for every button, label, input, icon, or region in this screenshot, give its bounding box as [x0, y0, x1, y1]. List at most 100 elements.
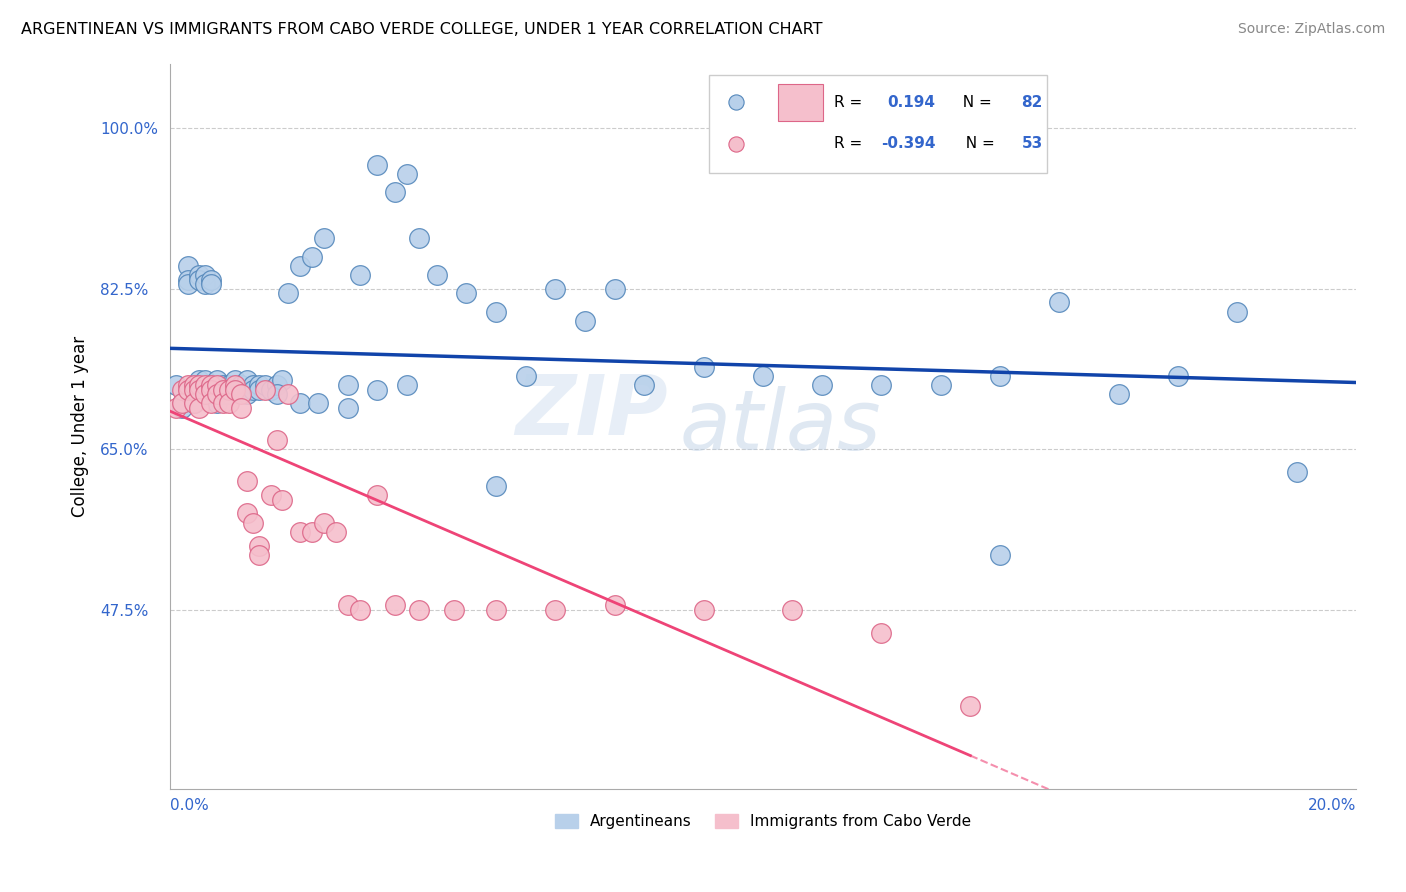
Point [603, 282, 626, 296]
Point [290, 524, 312, 539]
Point [212, 387, 235, 401]
Point [183, 378, 205, 392]
Point [165, 401, 187, 415]
Point [271, 492, 294, 507]
Point [290, 396, 312, 410]
Point [266, 387, 288, 401]
Legend: Argentineans, Immigrants from Cabo Verde: Argentineans, Immigrants from Cabo Verde [548, 808, 977, 835]
Point [692, 603, 714, 617]
Point [544, 603, 567, 617]
Point [236, 374, 259, 388]
Text: 53: 53 [1021, 136, 1043, 152]
Point [366, 488, 388, 502]
Point [271, 374, 294, 388]
Point [312, 231, 335, 245]
Point [1285, 465, 1308, 479]
Point [176, 378, 198, 392]
Point [1167, 368, 1189, 383]
Point [988, 368, 1011, 383]
Text: Source: ZipAtlas.com: Source: ZipAtlas.com [1237, 22, 1385, 37]
Point [183, 383, 205, 397]
Point [782, 603, 804, 617]
Point [218, 383, 240, 397]
Point [395, 167, 418, 181]
Point [229, 387, 252, 401]
Point [1226, 304, 1249, 318]
Point [176, 259, 198, 273]
Point [443, 603, 465, 617]
Point [194, 387, 217, 401]
Point [633, 378, 655, 392]
Point [194, 268, 217, 282]
Point [485, 603, 508, 617]
Point [212, 383, 235, 397]
Point [408, 231, 430, 245]
Point [870, 378, 893, 392]
Point [229, 383, 252, 397]
Point [603, 598, 626, 612]
Text: N =: N = [956, 136, 1000, 152]
Text: ZIP: ZIP [516, 371, 668, 452]
Point [200, 272, 222, 286]
Point [188, 374, 211, 388]
Point [544, 282, 567, 296]
Point [277, 286, 299, 301]
Point [236, 507, 259, 521]
Text: R =: R = [834, 136, 868, 152]
Point [426, 268, 449, 282]
Point [408, 603, 430, 617]
Point [515, 368, 537, 383]
Point [384, 186, 406, 200]
Point [242, 383, 264, 397]
Point [366, 383, 388, 397]
Point [247, 383, 270, 397]
Point [200, 378, 222, 392]
Point [224, 378, 246, 392]
Point [236, 475, 259, 489]
FancyBboxPatch shape [710, 75, 1047, 173]
Point [242, 378, 264, 392]
Point [207, 396, 229, 410]
Text: N =: N = [953, 95, 997, 110]
Point [988, 548, 1011, 562]
Point [266, 378, 288, 392]
Point [194, 277, 217, 292]
Point [207, 387, 229, 401]
Point [218, 396, 240, 410]
Point [170, 383, 193, 397]
Point [366, 158, 388, 172]
Point [325, 524, 347, 539]
Text: atlas: atlas [679, 386, 882, 467]
Point [242, 516, 264, 530]
Point [229, 378, 252, 392]
Point [259, 383, 281, 397]
Point [253, 383, 276, 397]
Point [194, 374, 217, 388]
Point [176, 277, 198, 292]
Point [176, 272, 198, 286]
Point [307, 396, 329, 410]
Point [188, 378, 211, 392]
Point [253, 378, 276, 392]
Point [259, 488, 281, 502]
Point [212, 396, 235, 410]
Point [959, 698, 981, 713]
Point [247, 378, 270, 392]
Point [207, 374, 229, 388]
Point [188, 383, 211, 397]
Point [752, 368, 775, 383]
Point [200, 277, 222, 292]
Point [312, 516, 335, 530]
Point [247, 548, 270, 562]
Point [188, 383, 211, 397]
Point [188, 268, 211, 282]
Text: 20.0%: 20.0% [1308, 797, 1355, 813]
Point [1108, 387, 1130, 401]
Point [301, 250, 323, 264]
Point [336, 598, 359, 612]
Point [870, 625, 893, 640]
Point [183, 383, 205, 397]
FancyBboxPatch shape [779, 85, 824, 120]
Text: 0.0%: 0.0% [170, 797, 208, 813]
Point [336, 378, 359, 392]
